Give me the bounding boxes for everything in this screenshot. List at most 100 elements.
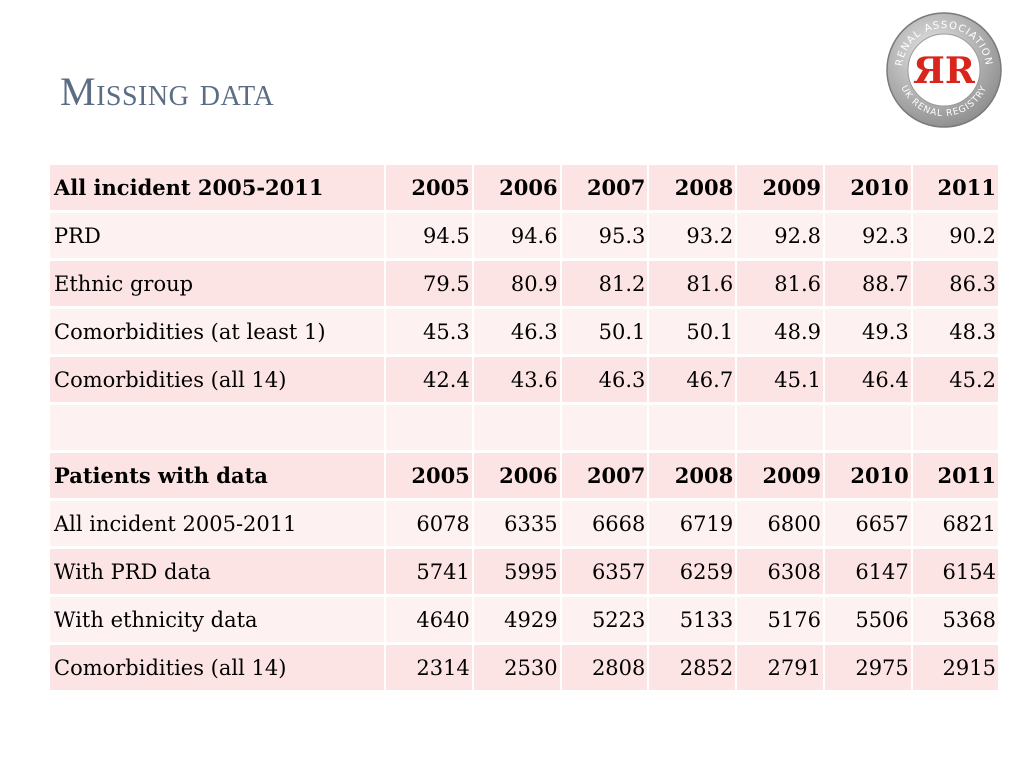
value-cell: 2808: [561, 645, 650, 693]
table-row: Comorbidities (all 14) 2314 2530 2808 2852 27…: [50, 645, 998, 693]
value-cell: 50.1: [649, 309, 738, 357]
value-cell: 5995: [473, 549, 562, 597]
missing-data-table: All incident 2005-2011 2005 2006 2007 2008 20…: [50, 165, 998, 693]
value-cell: 49.3: [824, 309, 913, 357]
value-cell: 48.3: [912, 309, 998, 357]
value-cell: 45.1: [737, 357, 825, 405]
value-cell: 80.9: [473, 261, 562, 309]
value-cell: 4929: [473, 597, 562, 645]
value-cell: 6668: [561, 501, 650, 549]
year-header-cell: 2009: [737, 453, 825, 501]
value-cell: [912, 405, 998, 453]
value-cell: 6308: [737, 549, 825, 597]
value-cell: 6147: [824, 549, 913, 597]
value-cell: [737, 405, 825, 453]
value-cell: 88.7: [824, 261, 913, 309]
year-header-cell: 2008: [649, 165, 738, 213]
value-cell: 2530: [473, 645, 562, 693]
value-cell: 86.3: [912, 261, 998, 309]
table-row: Comorbidities (at least 1) 45.3 46.3 50.1 50…: [50, 309, 998, 357]
table1-header-row: All incident 2005-2011 2005 2006 2007 2008 20…: [50, 165, 998, 213]
table-row: PRD 94.5 94.6 95.3 93.2 92.8 92.3 90.2: [50, 213, 998, 261]
year-header-cell: 2005: [386, 165, 474, 213]
table2-header-row: Patients with data 2005 2006 2007 2008 2009 20…: [50, 453, 998, 501]
year-header-cell: 2007: [561, 453, 650, 501]
value-cell: 45.2: [912, 357, 998, 405]
value-cell: 94.5: [386, 213, 474, 261]
value-cell: 2915: [912, 645, 998, 693]
value-cell: 6078: [386, 501, 474, 549]
page-title: Missing data: [60, 69, 275, 114]
renal-registry-logo: RENAL ASSOCIATION UK RENAL REGISTRY ЯR: [886, 12, 1002, 128]
value-cell: 94.6: [473, 213, 562, 261]
table-row: Comorbidities (all 14) 42.4 43.6 46.3 46.7 45…: [50, 357, 998, 405]
value-cell: [649, 405, 738, 453]
value-cell: 6657: [824, 501, 913, 549]
value-cell: 6800: [737, 501, 825, 549]
value-cell: 2791: [737, 645, 825, 693]
value-cell: 2314: [386, 645, 474, 693]
value-cell: 5741: [386, 549, 474, 597]
value-cell: 45.3: [386, 309, 474, 357]
value-cell: [824, 405, 913, 453]
value-cell: 48.9: [737, 309, 825, 357]
value-cell: 46.3: [561, 357, 650, 405]
value-cell: 50.1: [561, 309, 650, 357]
year-header-cell: 2008: [649, 453, 738, 501]
row-label-cell: Ethnic group: [50, 261, 386, 309]
year-header-cell: 2010: [824, 165, 913, 213]
value-cell: 6821: [912, 501, 998, 549]
table-row: Ethnic group 79.5 80.9 81.2 81.6 81.6 88.7 86.3: [50, 261, 998, 309]
value-cell: 4640: [386, 597, 474, 645]
value-cell: 43.6: [473, 357, 562, 405]
value-cell: 81.6: [737, 261, 825, 309]
year-header-cell: 2005: [386, 453, 474, 501]
year-header-cell: 2009: [737, 165, 825, 213]
value-cell: 95.3: [561, 213, 650, 261]
year-header-cell: 2006: [473, 453, 562, 501]
value-cell: [473, 405, 562, 453]
value-cell: 5368: [912, 597, 998, 645]
year-header-cell: 2007: [561, 165, 650, 213]
row-label-cell: All incident 2005-2011: [50, 501, 386, 549]
value-cell: 5133: [649, 597, 738, 645]
value-cell: 6154: [912, 549, 998, 597]
value-cell: [386, 405, 474, 453]
header-label-cell: All incident 2005-2011: [50, 165, 386, 213]
value-cell: 81.2: [561, 261, 650, 309]
logo-monogram: ЯR: [913, 50, 976, 92]
year-header-cell: 2006: [473, 165, 562, 213]
year-header-cell: 2011: [912, 453, 998, 501]
value-cell: 93.2: [649, 213, 738, 261]
value-cell: 6719: [649, 501, 738, 549]
value-cell: 6357: [561, 549, 650, 597]
header-label-cell: Patients with data: [50, 453, 386, 501]
value-cell: [561, 405, 650, 453]
row-label-cell: With PRD data: [50, 549, 386, 597]
value-cell: 5176: [737, 597, 825, 645]
row-label-cell: With ethnicity data: [50, 597, 386, 645]
year-header-cell: 2011: [912, 165, 998, 213]
table-row: With PRD data 5741 5995 6357 6259 6308 6147 615…: [50, 549, 998, 597]
value-cell: 79.5: [386, 261, 474, 309]
value-cell: 5223: [561, 597, 650, 645]
value-cell: 46.3: [473, 309, 562, 357]
value-cell: 6335: [473, 501, 562, 549]
row-label-cell: Comorbidities (all 14): [50, 645, 386, 693]
value-cell: 6259: [649, 549, 738, 597]
table-row: All incident 2005-2011 6078 6335 6668 6719 68…: [50, 501, 998, 549]
row-label-cell: PRD: [50, 213, 386, 261]
value-cell: 2852: [649, 645, 738, 693]
year-header-cell: 2010: [824, 453, 913, 501]
value-cell: 92.8: [737, 213, 825, 261]
row-label-cell: Comorbidities (all 14): [50, 357, 386, 405]
value-cell: 2975: [824, 645, 913, 693]
row-label-cell: [50, 405, 386, 453]
row-label-cell: Comorbidities (at least 1): [50, 309, 386, 357]
value-cell: 81.6: [649, 261, 738, 309]
value-cell: 46.7: [649, 357, 738, 405]
value-cell: 42.4: [386, 357, 474, 405]
value-cell: 5506: [824, 597, 913, 645]
value-cell: 92.3: [824, 213, 913, 261]
spacer-row: [50, 405, 998, 453]
